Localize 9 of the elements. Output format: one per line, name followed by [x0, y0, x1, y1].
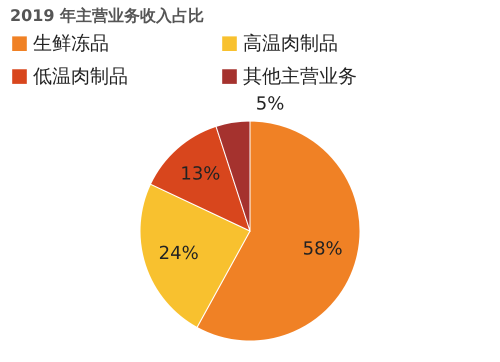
legend-label: 其他主营业务: [243, 66, 357, 88]
chart-title: 2019 年主营业务收入占比: [10, 6, 204, 25]
data-label: 24%: [158, 243, 199, 264]
legend-label: 低温肉制品: [33, 66, 128, 88]
legend-label: 生鲜冻品: [33, 32, 109, 55]
data-label: 58%: [302, 238, 343, 260]
legend-label: 高温肉制品: [243, 32, 338, 55]
data-label: 13%: [180, 164, 220, 185]
data-label: 5%: [256, 94, 284, 115]
